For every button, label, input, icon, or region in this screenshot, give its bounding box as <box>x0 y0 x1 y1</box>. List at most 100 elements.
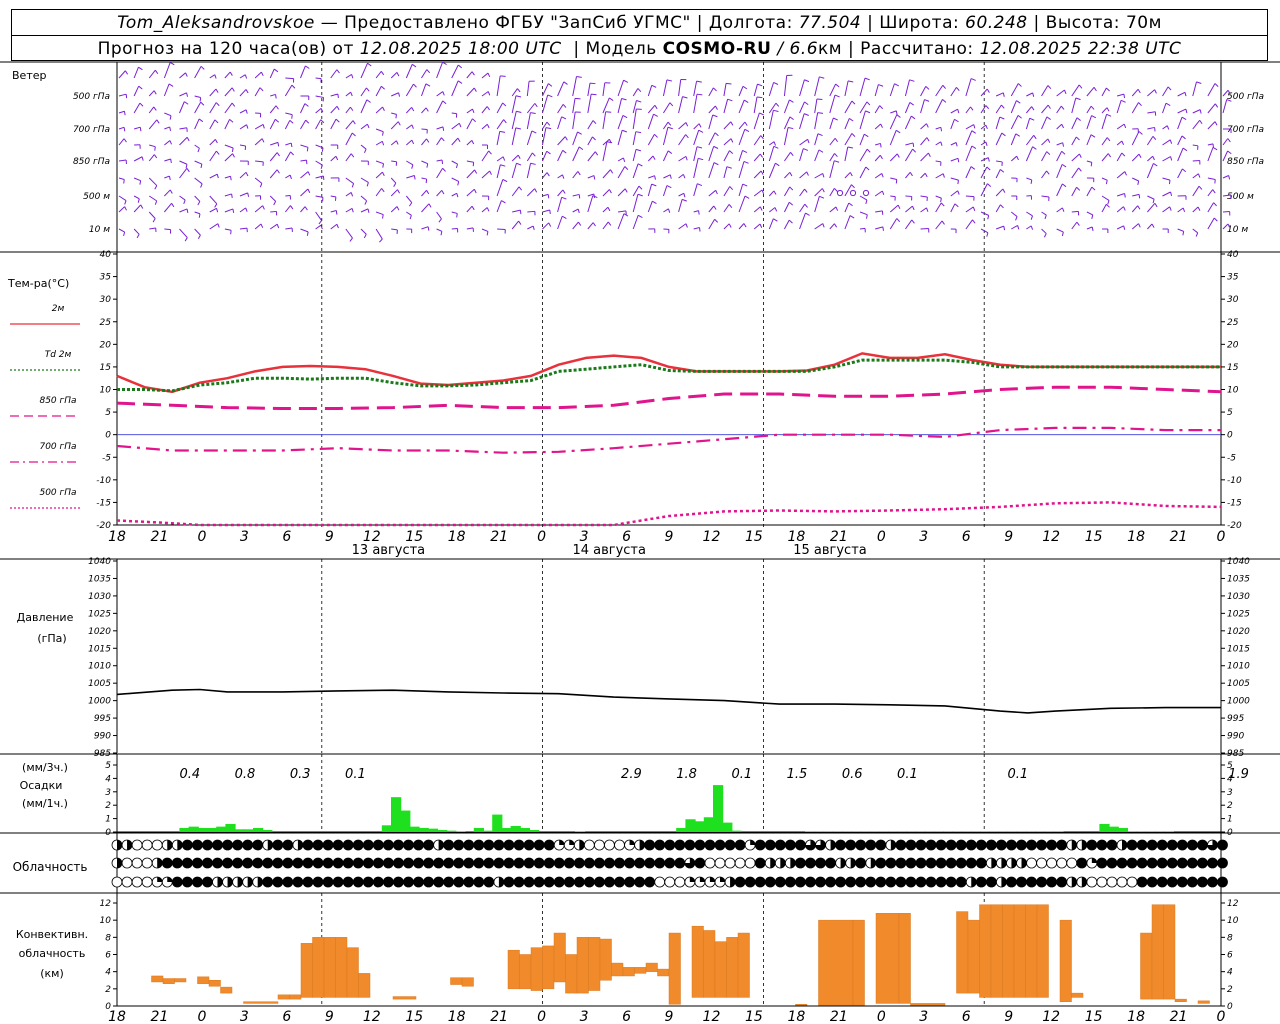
wind-barb-flag <box>244 74 248 79</box>
wind-barb-shaft <box>693 210 699 213</box>
cloud-symbol-overcast <box>322 839 334 851</box>
wind-barb-shaft <box>678 223 687 230</box>
wind-level-label-left: 700 гПа <box>73 125 110 135</box>
wind-barb-flag <box>474 169 478 174</box>
wind-barb-flag <box>940 127 943 132</box>
wind-barb-shaft <box>391 160 397 163</box>
wind-barb-flag <box>682 174 686 179</box>
wind-barb-shaft <box>557 116 563 130</box>
wind-barb-shaft <box>1116 171 1126 179</box>
wind-level-label-right: 10 м <box>1227 225 1248 235</box>
conv-panel-hour-tick: 3 <box>580 1009 589 1024</box>
pressure-axis-tick-label-right: 990 <box>1227 732 1244 742</box>
wind-barb-shaft <box>678 122 687 130</box>
wind-barb-shaft <box>723 121 732 130</box>
wind-barb-flag <box>654 105 658 110</box>
wind-barb-shaft <box>300 171 309 179</box>
wind-barb-flag <box>441 190 445 195</box>
wind-barb-shaft <box>829 160 835 179</box>
wind-barb-shaft <box>980 124 987 130</box>
wind-barb-shaft <box>118 159 127 162</box>
cloud-symbol-overcast <box>573 857 585 869</box>
conv-cloud-bar <box>243 1001 279 1004</box>
wind-barb-shaft <box>738 86 744 97</box>
wind-barb-flag <box>1137 180 1140 186</box>
wind-barb-shaft <box>269 195 277 202</box>
wind-barb-shaft <box>1086 186 1093 197</box>
wind-barb-shaft <box>511 111 517 130</box>
wind-barb-flag <box>789 116 794 121</box>
wind-barb-shaft <box>904 79 911 97</box>
conv-cloud-bar <box>335 937 348 998</box>
wind-barb-flag <box>895 129 901 134</box>
wind-barb-flag <box>351 74 354 79</box>
wind-barb-flag <box>156 119 160 124</box>
wind-barb-flag <box>698 129 704 133</box>
wind-barb-flag <box>140 204 144 209</box>
cloud-symbol-overcast <box>1136 857 1148 869</box>
cloud-symbol-overcast <box>805 876 816 888</box>
conv-cloud-bar <box>898 913 911 1004</box>
wind-barb-shaft <box>133 228 140 235</box>
cloud-symbol-overcast <box>1036 876 1047 888</box>
wind-barb-flag <box>651 183 657 187</box>
wind-barb-flag <box>577 131 582 135</box>
precip-bar <box>418 827 429 832</box>
wind-barb-shaft <box>572 131 579 146</box>
cloud-symbol-overcast <box>1146 876 1158 888</box>
wind-barb-flag <box>866 214 868 219</box>
wind-barb-shaft <box>617 98 623 114</box>
wind-barb-shaft <box>345 73 352 79</box>
wind-barb-flag <box>367 208 370 213</box>
wind-barb-shaft <box>1146 163 1154 179</box>
wind-barb-shaft <box>693 81 698 97</box>
wind-barb-flag <box>1214 83 1219 87</box>
model-name: COSMO-RU <box>662 38 772 59</box>
wind-barb-flag <box>773 82 779 85</box>
wind-barb-shaft <box>1071 153 1080 162</box>
cloud-symbol <box>1056 857 1068 869</box>
calc-label: | Рассчитано: <box>842 38 980 59</box>
conv-cloud-bar <box>1071 992 1084 998</box>
cloud-symbol-half <box>770 858 776 868</box>
wind-barb-flag <box>473 87 477 92</box>
wind-barb-flag <box>336 69 340 74</box>
wind-barb-flag <box>954 203 959 208</box>
cloud-symbol-overcast <box>925 857 937 869</box>
cloud-symbol-half <box>1021 858 1027 868</box>
wind-barb-shaft <box>799 203 806 213</box>
wind-barb-flag <box>713 205 717 210</box>
wind-barb-shaft <box>1041 195 1050 198</box>
conv-cloud-bar <box>726 937 739 998</box>
cloud-symbol-overcast <box>644 876 656 888</box>
alt-label: Высота: <box>1045 12 1126 33</box>
wind-barb-shaft <box>406 124 413 130</box>
wind-barb-flag <box>972 219 976 224</box>
cloud-symbol-overcast <box>1096 857 1108 869</box>
cloud-symbol-overcast <box>332 876 344 888</box>
conv-axis-tick-label-right: 4 <box>1227 968 1233 978</box>
wind-barb-shaft <box>1056 142 1063 146</box>
cloud-symbol-overcast <box>895 857 907 869</box>
conv-axis-tick-label-right: 10 <box>1227 916 1239 926</box>
wind-barb-shaft <box>647 85 653 97</box>
wind-barb-shaft <box>285 227 293 230</box>
cloud-symbol-overcast <box>905 857 917 869</box>
wind-barb-shaft <box>965 206 974 213</box>
temp-panel-hour-tick: 0 <box>537 529 546 545</box>
precip-3h-total: 0.4 <box>179 767 200 782</box>
conv-cloud-bar <box>1025 904 1038 998</box>
cloud-symbol-overcast <box>945 876 957 888</box>
cloud-symbol-half <box>237 877 243 887</box>
wind-barb-shaft <box>300 206 306 213</box>
wind-barb-shaft <box>1116 193 1125 197</box>
wind-barb-flag <box>259 87 264 92</box>
wind-barb-shaft <box>406 139 413 146</box>
wind-barb-shaft <box>950 87 957 97</box>
precip-bar <box>713 785 724 832</box>
wind-barb-shaft <box>421 177 427 180</box>
wind-barb-flag <box>457 80 463 84</box>
wind-barb-shaft <box>693 158 699 179</box>
wind-barb-flag <box>336 224 339 229</box>
wind-barb-shaft <box>360 208 369 213</box>
